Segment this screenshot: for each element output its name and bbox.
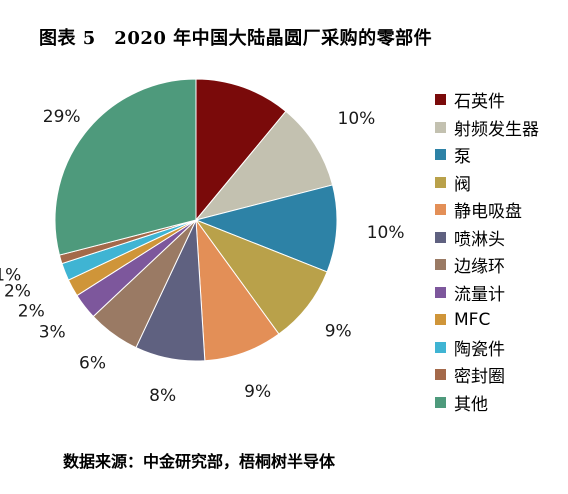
legend-swatch [435, 286, 446, 298]
legend-label: 边缘环 [454, 257, 505, 278]
pie-slice-12 [54, 78, 197, 256]
legend-item: MFC [435, 306, 539, 334]
legend-swatch [435, 231, 446, 243]
legend-item: 阀 [435, 169, 539, 197]
legend-swatch [435, 369, 446, 381]
legend-label: 石英件 [454, 92, 505, 113]
legend-item: 边缘环 [435, 251, 539, 279]
slice-label-4: 9% [325, 321, 352, 341]
legend-swatch [435, 176, 446, 188]
legend-label: 密封圈 [454, 367, 505, 388]
pie-slice-2 [194, 110, 334, 221]
slice-label-8: 3% [39, 323, 66, 343]
legend-swatch [435, 94, 446, 106]
legend-item: 石英件 [435, 86, 539, 114]
legend-label: 喷淋头 [454, 229, 505, 250]
legend-item: 密封圈 [435, 361, 539, 389]
slice-label-5: 9% [244, 382, 271, 402]
legend-swatch [435, 314, 446, 326]
slice-label-9: 2% [18, 302, 45, 322]
pie-slice-5 [195, 218, 280, 362]
legend-label: 静电吸盘 [454, 202, 522, 223]
legend-swatch [435, 341, 446, 353]
slice-label-7: 6% [79, 353, 106, 373]
legend-item: 泵 [435, 141, 539, 169]
legend-item: 陶瓷件 [435, 334, 539, 362]
legend-label: 其他 [454, 394, 488, 415]
slice-label-10: 2% [4, 282, 31, 302]
slice-label-11: 1% [0, 266, 21, 286]
slice-label-6: 8% [149, 386, 176, 406]
pie-slice-3 [194, 184, 338, 273]
legend-label: MFC [454, 309, 491, 330]
slice-label-2: 10% [338, 109, 376, 129]
slice-label-3: 10% [367, 223, 405, 243]
legend-item: 射频发生器 [435, 114, 539, 142]
source-note: 数据来源：中金研究部，梧桐树半导体 [63, 452, 336, 471]
legend-label: 流量计 [454, 284, 505, 305]
legend-item: 静电吸盘 [435, 196, 539, 224]
legend-label: 射频发生器 [454, 119, 539, 140]
legend: 石英件射频发生器泵阀静电吸盘喷淋头边缘环流量计 MFC 陶瓷件密封圈其他 [435, 86, 539, 416]
legend-item: 其他 [435, 389, 539, 417]
legend-item: 流量计 [435, 279, 539, 307]
legend-swatch [435, 121, 446, 133]
pie-chart: 11%10%10%9%9%8%6%3%2%2%1%29% [0, 78, 405, 406]
slice-label-12: 29% [43, 107, 81, 127]
legend-swatch [435, 204, 446, 216]
legend-swatch [435, 149, 446, 161]
legend-label: 陶瓷件 [454, 339, 505, 360]
legend-label: 阀 [454, 174, 471, 195]
chart-title: 图表 5 2020 年中国大陆晶圆厂采购的零部件 [39, 28, 433, 49]
legend-item: 喷淋头 [435, 224, 539, 252]
legend-swatch [435, 259, 446, 271]
pie-slice-4 [194, 218, 328, 335]
pie-slice-1 [195, 78, 287, 222]
legend-swatch [435, 396, 446, 408]
legend-label: 泵 [454, 147, 471, 168]
